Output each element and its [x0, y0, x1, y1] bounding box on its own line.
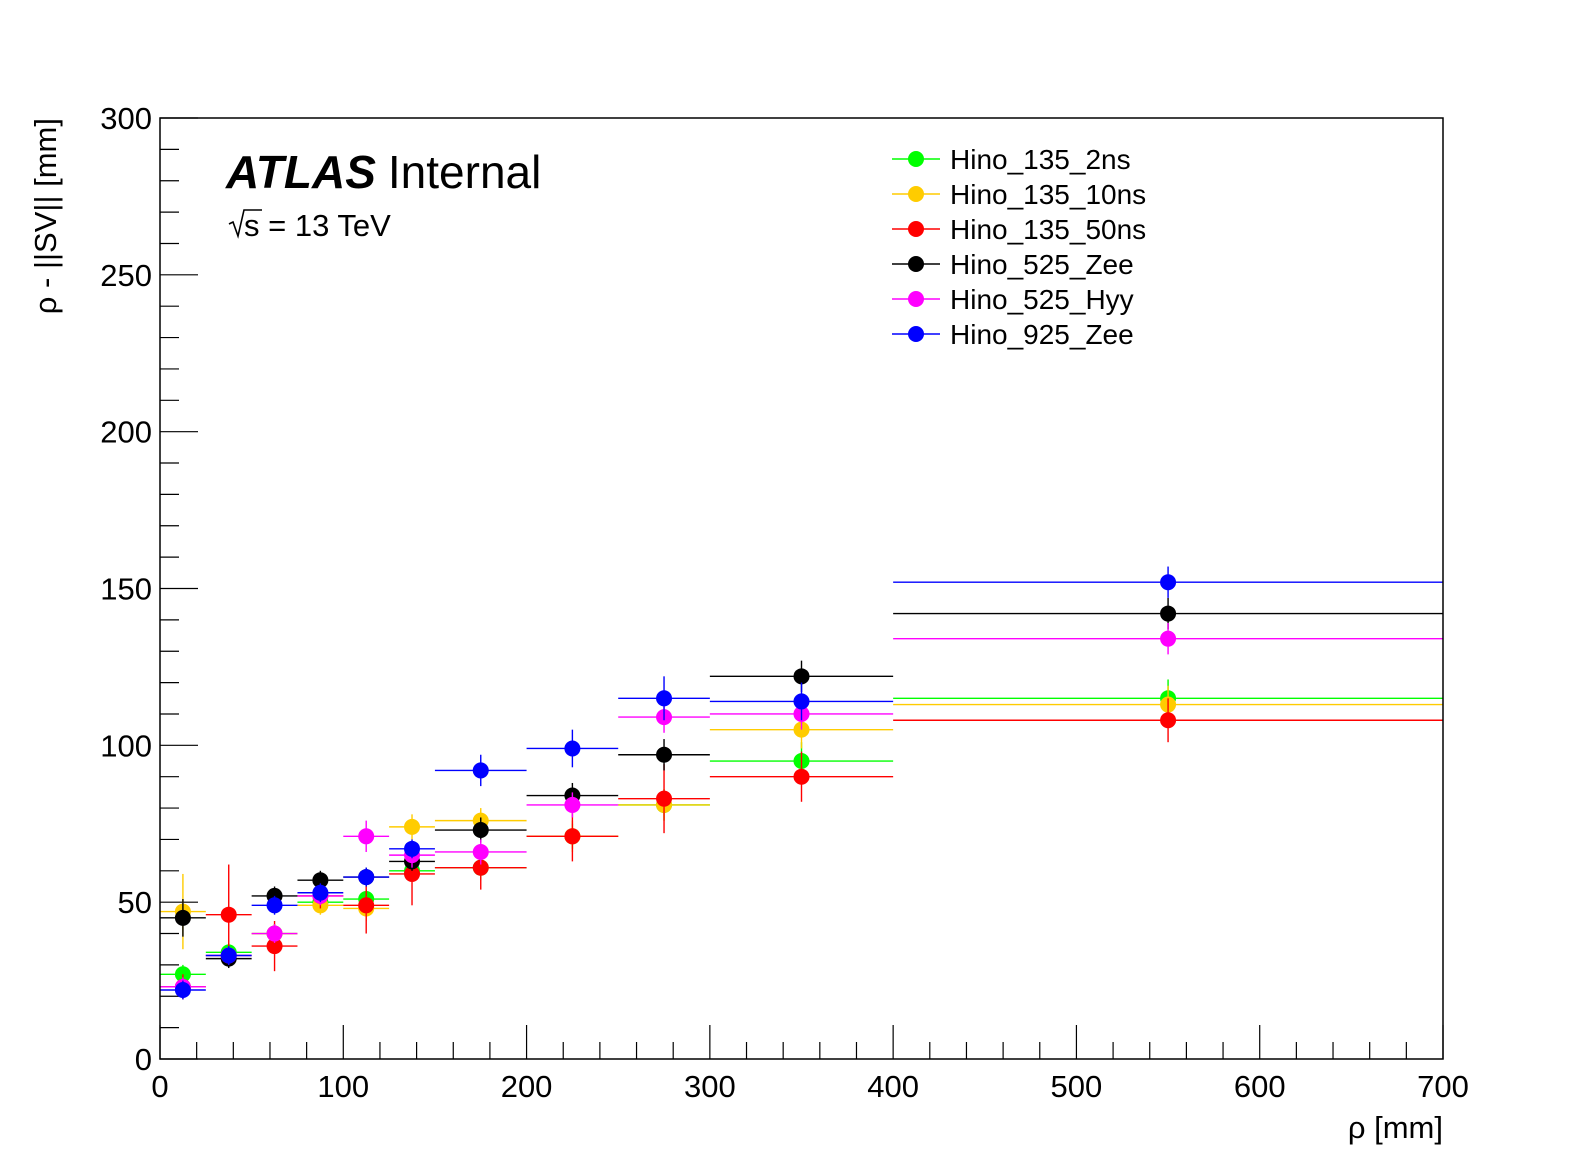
sqrt-sign [228, 209, 262, 239]
legend-item: Hino_525_Hyy [892, 284, 1134, 315]
x-tick-label: 100 [317, 1069, 369, 1104]
data-point [472, 859, 489, 876]
data-point [174, 981, 191, 998]
data-point [1160, 605, 1177, 622]
data-point [472, 843, 489, 860]
data-point [266, 925, 283, 942]
y-tick-label: 100 [100, 728, 152, 763]
legend-marker [908, 291, 924, 307]
svg-text:s = 13 TeV: s = 13 TeV [244, 208, 391, 243]
x-tick-label: 400 [867, 1069, 919, 1104]
legend: Hino_135_2ns Hino_135_10ns Hino_135_50ns Hi… [892, 144, 1146, 350]
data-point [174, 909, 191, 926]
legend-item: Hino_135_2ns [892, 144, 1131, 175]
atlas-status: Internal [388, 146, 541, 198]
y-tick-label: 200 [100, 415, 152, 450]
x-tick-label: 300 [684, 1069, 736, 1104]
data-point [1160, 712, 1177, 729]
legend-label: Hino_925_Zee [950, 319, 1134, 350]
data-point [220, 947, 237, 964]
y-tick-label: 150 [100, 572, 152, 607]
legend-item: Hino_525_Zee [892, 249, 1134, 280]
x-tick-label: 200 [501, 1069, 553, 1104]
atlas-label: ATLAS Internal [225, 146, 541, 198]
legend-label: Hino_135_2ns [950, 144, 1131, 175]
x-tick-labels: 0 100 200 300 400 500 600 700 [151, 1069, 1468, 1104]
x-tick-label: 0 [151, 1069, 168, 1104]
data-point [564, 828, 581, 845]
data-point [404, 818, 421, 835]
data-point [656, 790, 673, 807]
data-point [404, 840, 421, 857]
legend-marker [908, 256, 924, 272]
data-point [472, 822, 489, 839]
data-point [312, 872, 329, 889]
legend-marker [908, 186, 924, 202]
y-tick-label: 0 [135, 1042, 152, 1077]
data-point [358, 828, 375, 845]
y-tick-label: 250 [100, 258, 152, 293]
data-point [472, 762, 489, 779]
data-point [564, 796, 581, 813]
data-series [160, 566, 1443, 1000]
legend-label: Hino_135_50ns [950, 214, 1146, 245]
data-point [266, 897, 283, 914]
data-point [220, 906, 237, 923]
legend-marker [908, 151, 924, 167]
x-tick-label: 600 [1234, 1069, 1286, 1104]
legend-item: Hino_925_Zee [892, 319, 1134, 350]
legend-label: Hino_135_10ns [950, 179, 1146, 210]
legend-marker [908, 221, 924, 237]
atlas-experiment: ATLAS [225, 146, 376, 198]
legend-marker [908, 326, 924, 342]
y-axis-title: ρ - ||SV|| [mm] [28, 118, 63, 314]
data-point [793, 768, 810, 785]
data-point [793, 668, 810, 685]
legend-label: Hino_525_Zee [950, 249, 1134, 280]
data-point [656, 746, 673, 763]
data-point [1160, 574, 1177, 591]
x-tick-label: 500 [1051, 1069, 1103, 1104]
data-point [266, 938, 283, 955]
x-axis-title: ρ [mm] [1348, 1110, 1443, 1145]
data-point [358, 869, 375, 886]
data-point [564, 740, 581, 757]
data-point [312, 884, 329, 901]
x-tick-label: 700 [1417, 1069, 1469, 1104]
legend-item: Hino_135_50ns [892, 214, 1146, 245]
energy-label: s = 13 TeV [228, 208, 391, 243]
data-point [793, 693, 810, 710]
data-point [1160, 630, 1177, 647]
series-Hino_925_Zee [160, 566, 1443, 1000]
legend-label: Hino_525_Hyy [950, 284, 1134, 315]
legend-item: Hino_135_10ns [892, 179, 1146, 210]
y-tick-label: 300 [100, 101, 152, 136]
y-tick-label: 50 [118, 885, 152, 920]
data-point [404, 865, 421, 882]
y-tick-labels: 0 50 100 150 200 250 300 [100, 101, 152, 1077]
data-point [656, 690, 673, 707]
data-point [358, 897, 375, 914]
plot-frame [159, 117, 1444, 1060]
